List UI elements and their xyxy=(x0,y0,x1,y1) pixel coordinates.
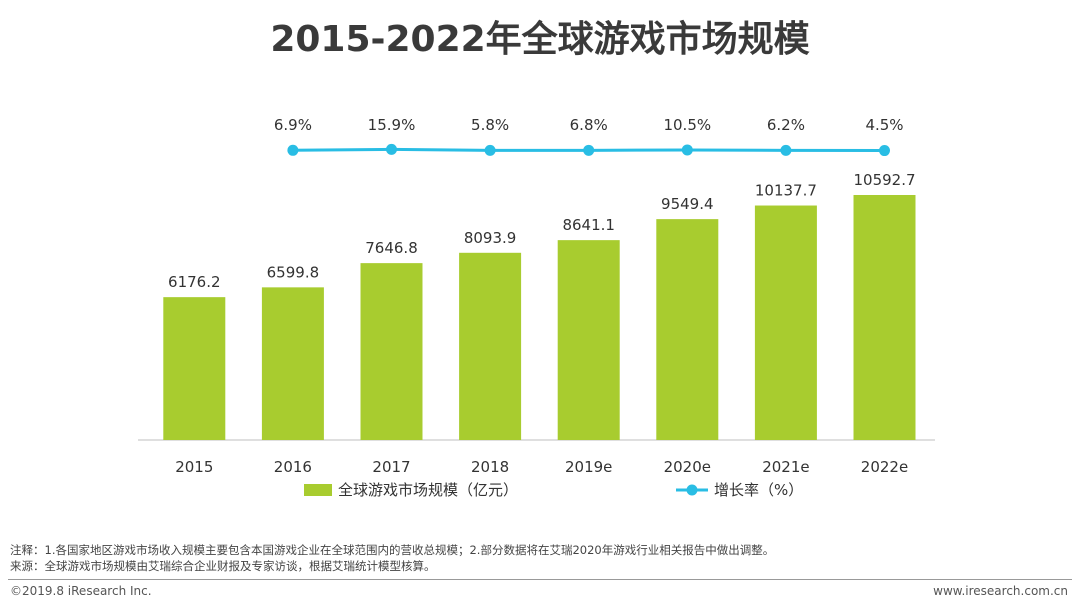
bar-label-2016: 6599.8 xyxy=(267,263,320,281)
bar-2017 xyxy=(360,263,423,440)
x-tick-2022e: 2022e xyxy=(861,458,908,476)
x-tick-2017: 2017 xyxy=(372,458,410,476)
bar-2019e xyxy=(557,240,620,440)
source-line: 来源：全球游戏市场规模由艾瑞综合企业财报及专家访谈，根据艾瑞统计模型核算。 xyxy=(10,559,436,573)
growth-label-2018: 5.8% xyxy=(471,116,509,134)
bar-label-2017: 7646.8 xyxy=(365,239,418,257)
footer-divider xyxy=(8,579,1072,580)
chart-title: 2015-2022年全球游戏市场规模 xyxy=(270,19,810,60)
website-link[interactable]: www.iresearch.com.cn xyxy=(933,584,1068,598)
x-tick-2020e: 2020e xyxy=(664,458,711,476)
legend-bar-label: 全球游戏市场规模（亿元） xyxy=(338,481,518,499)
bar-label-2018: 8093.9 xyxy=(464,229,517,247)
growth-point-2022e xyxy=(879,145,890,157)
growth-label-2022e: 4.5% xyxy=(865,116,903,134)
growth-point-2020e xyxy=(681,144,693,156)
x-tick-2021e: 2021e xyxy=(762,458,809,476)
growth-point-2018 xyxy=(484,144,496,156)
copyright: ©2019.8 iResearch Inc. xyxy=(10,584,152,598)
growth-point-2021e xyxy=(780,144,792,156)
chart: 6176.2 2015 6599.8 2016 7646.8 2017 8093.9 2018… xyxy=(138,116,935,499)
bar-label-2020e: 9549.4 xyxy=(661,195,714,213)
bar-2016 xyxy=(261,287,324,440)
bar-2018 xyxy=(459,252,522,440)
growth-label-2017: 15.9% xyxy=(368,116,416,134)
growth-label-2021e: 6.2% xyxy=(767,116,805,134)
growth-point-2016 xyxy=(287,144,299,156)
bar-2015 xyxy=(163,297,226,440)
growth-label-2019e: 6.8% xyxy=(570,116,608,134)
x-tick-2015: 2015 xyxy=(175,458,213,476)
x-tick-2018: 2018 xyxy=(471,458,509,476)
growth-label-2016: 6.9% xyxy=(274,116,312,134)
x-tick-2016: 2016 xyxy=(274,458,312,476)
bar-2022e xyxy=(853,194,916,440)
growth-label-2020e: 10.5% xyxy=(663,116,711,134)
note-line-1: 注释：1.各国家地区游戏市场收入规模主要包含本国游戏企业在全球范围内的营收总规模… xyxy=(10,543,775,557)
x-tick-2019e: 2019e xyxy=(565,458,612,476)
bar-label-2022e: 10592.7 xyxy=(853,171,915,189)
bar-2020e xyxy=(656,219,719,440)
bar-label-2021e: 10137.7 xyxy=(755,182,817,200)
notes: 注释：1.各国家地区游戏市场收入规模主要包含本国游戏企业在全球范围内的营收总规模… xyxy=(10,542,774,574)
growth-point-2019e xyxy=(583,144,595,156)
legend-line-marker xyxy=(686,484,698,496)
legend-line-label: 增长率（%） xyxy=(714,481,803,499)
bar-2021e xyxy=(754,205,817,440)
legend-bar-swatch xyxy=(304,484,332,496)
bar-label-2019e: 8641.1 xyxy=(562,216,615,234)
bar-label-2015: 6176.2 xyxy=(168,273,221,291)
growth-point-2017 xyxy=(386,143,397,155)
